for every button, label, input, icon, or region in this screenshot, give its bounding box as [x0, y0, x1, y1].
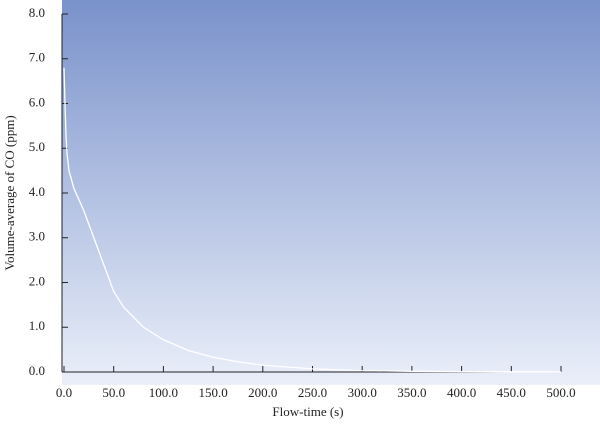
y-tick-label: 4.0 — [29, 184, 45, 199]
x-tick-label: 0.0 — [56, 385, 72, 400]
y-axis-label: Volume-average of CO (ppm) — [2, 115, 17, 270]
x-tick-label: 350.0 — [397, 385, 426, 400]
x-tick-label: 250.0 — [298, 385, 327, 400]
y-tick-label: 2.0 — [29, 273, 45, 288]
y-tick-label: 6.0 — [29, 94, 45, 109]
y-tick-label: 0.0 — [29, 363, 45, 378]
plot-background — [62, 0, 600, 385]
x-tick-label: 50.0 — [102, 385, 125, 400]
y-tick-label: 8.0 — [29, 5, 45, 20]
x-tick-label: 200.0 — [248, 385, 277, 400]
x-tick-label: 400.0 — [447, 385, 476, 400]
y-tick-label: 7.0 — [29, 50, 45, 65]
y-tick-label: 3.0 — [29, 229, 45, 244]
x-tick-label: 300.0 — [348, 385, 377, 400]
x-tick-label: 100.0 — [149, 385, 178, 400]
x-tick-label: 450.0 — [497, 385, 526, 400]
y-tick-label: 1.0 — [29, 318, 45, 333]
line — [63, 67, 562, 373]
x-tick-label: 150.0 — [198, 385, 227, 400]
x-tick-label: 500.0 — [546, 385, 575, 400]
x-axis-label: Flow-time (s) — [272, 404, 343, 419]
y-tick-label: 5.0 — [29, 139, 45, 154]
